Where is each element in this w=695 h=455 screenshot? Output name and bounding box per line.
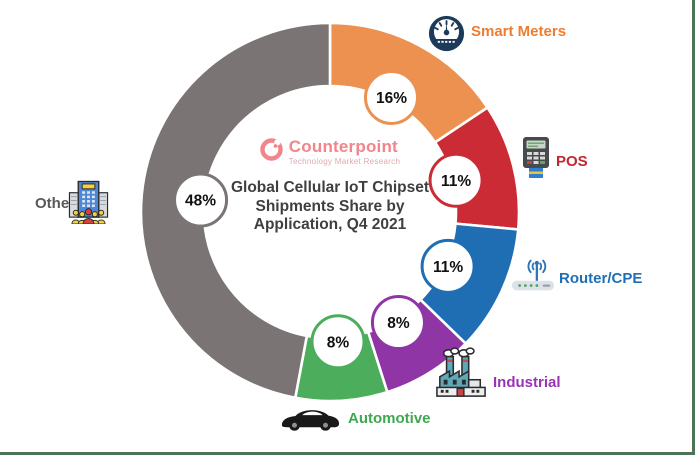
percent-value-automotive: 8% [327, 334, 350, 351]
brand-name: Counterpoint [288, 137, 398, 156]
percent-value-others: 48% [185, 193, 216, 210]
center-panel: Counterpoint Technology Market Research … [212, 138, 448, 235]
pos-terminal-icon [522, 136, 550, 182]
brand-tagline: Technology Market Research [288, 156, 401, 166]
label-automotive: Automotive [348, 410, 431, 427]
percent-bubble-router-cpe: 11% [420, 238, 476, 294]
percent-value-industrial: 8% [387, 315, 410, 332]
counterpoint-logo-text: Counterpoint Technology Market Research [289, 138, 400, 166]
counterpoint-logo: Counterpoint Technology Market Research [212, 138, 448, 166]
percent-bubble-pos: 11% [428, 152, 484, 208]
label-router-cpe: Router/CPE [559, 270, 643, 287]
label-smart-meters: Smart Meters [471, 23, 567, 40]
router-icon [511, 257, 557, 294]
percent-bubble-industrial: 8% [370, 295, 426, 351]
label-pos: POS [556, 153, 588, 170]
chart-title-line2: Shipments Share by [255, 197, 405, 215]
percent-bubble-others: 48% [173, 172, 229, 228]
chart-title-line1: Global Cellular IoT Chipset [230, 179, 430, 196]
donut-segment-others [139, 21, 332, 400]
buildings-icon [68, 180, 109, 225]
car-icon [278, 402, 342, 433]
percent-bubble-automotive: 8% [310, 314, 366, 370]
percent-value-router-cpe: 11% [433, 259, 463, 276]
counterpoint-logo-icon [260, 138, 283, 166]
chart-title: Global Cellular IoT Chipset Shipments Sh… [212, 179, 448, 235]
factory-icon [435, 347, 487, 399]
percent-value-pos: 11% [441, 173, 471, 190]
label-industrial: Industrial [493, 374, 561, 391]
percent-bubble-smart-meters: 16% [364, 69, 420, 125]
chart-title-line3: Application, Q4 2021 [253, 216, 407, 234]
percent-value-smart-meters: 16% [376, 90, 407, 107]
gauge-icon [428, 15, 465, 52]
